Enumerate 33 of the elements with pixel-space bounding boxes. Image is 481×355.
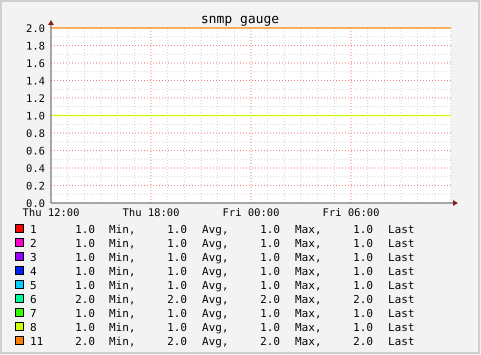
text: 1.0 Min, 1.0 Avg, 1.0 Max, 1.0 Last <box>75 251 414 264</box>
legend-label: 6 <box>30 293 37 306</box>
x-tick-label: Thu 18:00 <box>122 207 180 219</box>
legend-label: 2 <box>30 237 37 250</box>
legend-label: 8 <box>30 321 37 334</box>
y-tick-label: 1.0 <box>26 110 45 122</box>
y-tick-label: 1.6 <box>26 58 45 70</box>
chart-title: snmp gauge <box>200 12 280 27</box>
y-tick-label: 2.0 <box>26 23 45 35</box>
text: 1.0 Min, 1.0 Avg, 1.0 Max, 1.0 Last <box>75 223 414 236</box>
legend-label: 4 <box>30 265 37 278</box>
x-tick-label: Fri 06:00 <box>322 207 380 219</box>
x-tick-label: Thu 12:00 <box>22 207 80 219</box>
y-tick-label: 1.2 <box>26 93 45 105</box>
y-tick-label: 0.8 <box>26 128 45 140</box>
text: 1.0 Min, 1.0 Avg, 1.0 Max, 1.0 Last <box>75 307 414 320</box>
text: 2.0 Min, 2.0 Avg, 2.0 Max, 2.0 Last <box>75 335 414 348</box>
text: 1.0 Min, 1.0 Avg, 1.0 Max, 1.0 Last <box>75 279 414 292</box>
legend-label: 5 <box>30 279 37 292</box>
text: 1.0 Min, 1.0 Avg, 1.0 Max, 1.0 Last <box>75 237 414 250</box>
legend-label: 7 <box>30 307 37 320</box>
y-tick-label: 1.8 <box>26 40 45 52</box>
text: 2.0 Min, 2.0 Avg, 2.0 Max, 2.0 Last <box>75 293 414 306</box>
legend-label: 11 <box>30 335 44 348</box>
legend-label: 3 <box>30 251 37 264</box>
legend-label: 1 <box>30 223 37 236</box>
text: 1.0 Min, 1.0 Avg, 1.0 Max, 1.0 Last <box>75 321 414 334</box>
x-tick-label: Fri 00:00 <box>222 207 280 219</box>
y-tick-label: 0.4 <box>26 163 45 175</box>
y-tick-label: 0.2 <box>26 180 45 192</box>
y-tick-label: 1.4 <box>26 76 45 88</box>
text: 1.0 Min, 1.0 Avg, 1.0 Max, 1.0 Last <box>75 265 414 278</box>
y-tick-label: 0.6 <box>26 146 45 158</box>
